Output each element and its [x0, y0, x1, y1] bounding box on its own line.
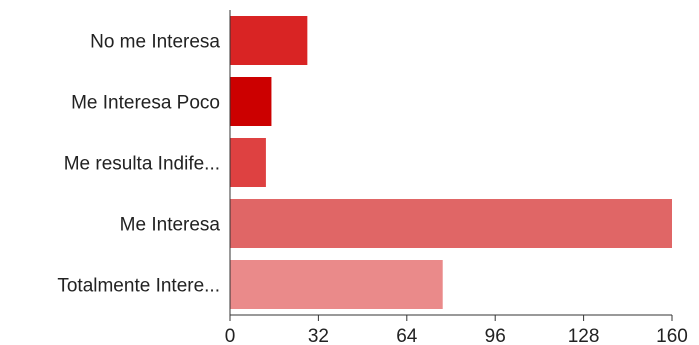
category-label: No me Interesa	[90, 32, 220, 53]
x-tick-label: 128	[568, 326, 600, 345]
bars-group	[230, 16, 672, 309]
category-label: Me Interesa	[120, 215, 221, 236]
x-tick-label: 64	[396, 326, 418, 345]
category-label: Me resulta Indife...	[64, 154, 220, 175]
bar	[230, 260, 443, 309]
x-axis-ticks: 0 32 64 96 128 160	[225, 315, 688, 345]
category-labels: No me Interesa Me Interesa Poco Me resulta…	[57, 32, 220, 297]
bar	[230, 16, 308, 65]
category-label: Me Interesa Poco	[71, 93, 220, 114]
bar	[230, 138, 266, 187]
x-tick-label: 0	[225, 326, 236, 345]
x-tick-label: 32	[308, 326, 329, 345]
bar	[230, 77, 272, 126]
x-tick-label: 96	[485, 326, 506, 345]
x-tick-label: 160	[656, 326, 688, 345]
bar	[230, 199, 672, 248]
category-label: Totalmente Intere...	[57, 276, 220, 297]
